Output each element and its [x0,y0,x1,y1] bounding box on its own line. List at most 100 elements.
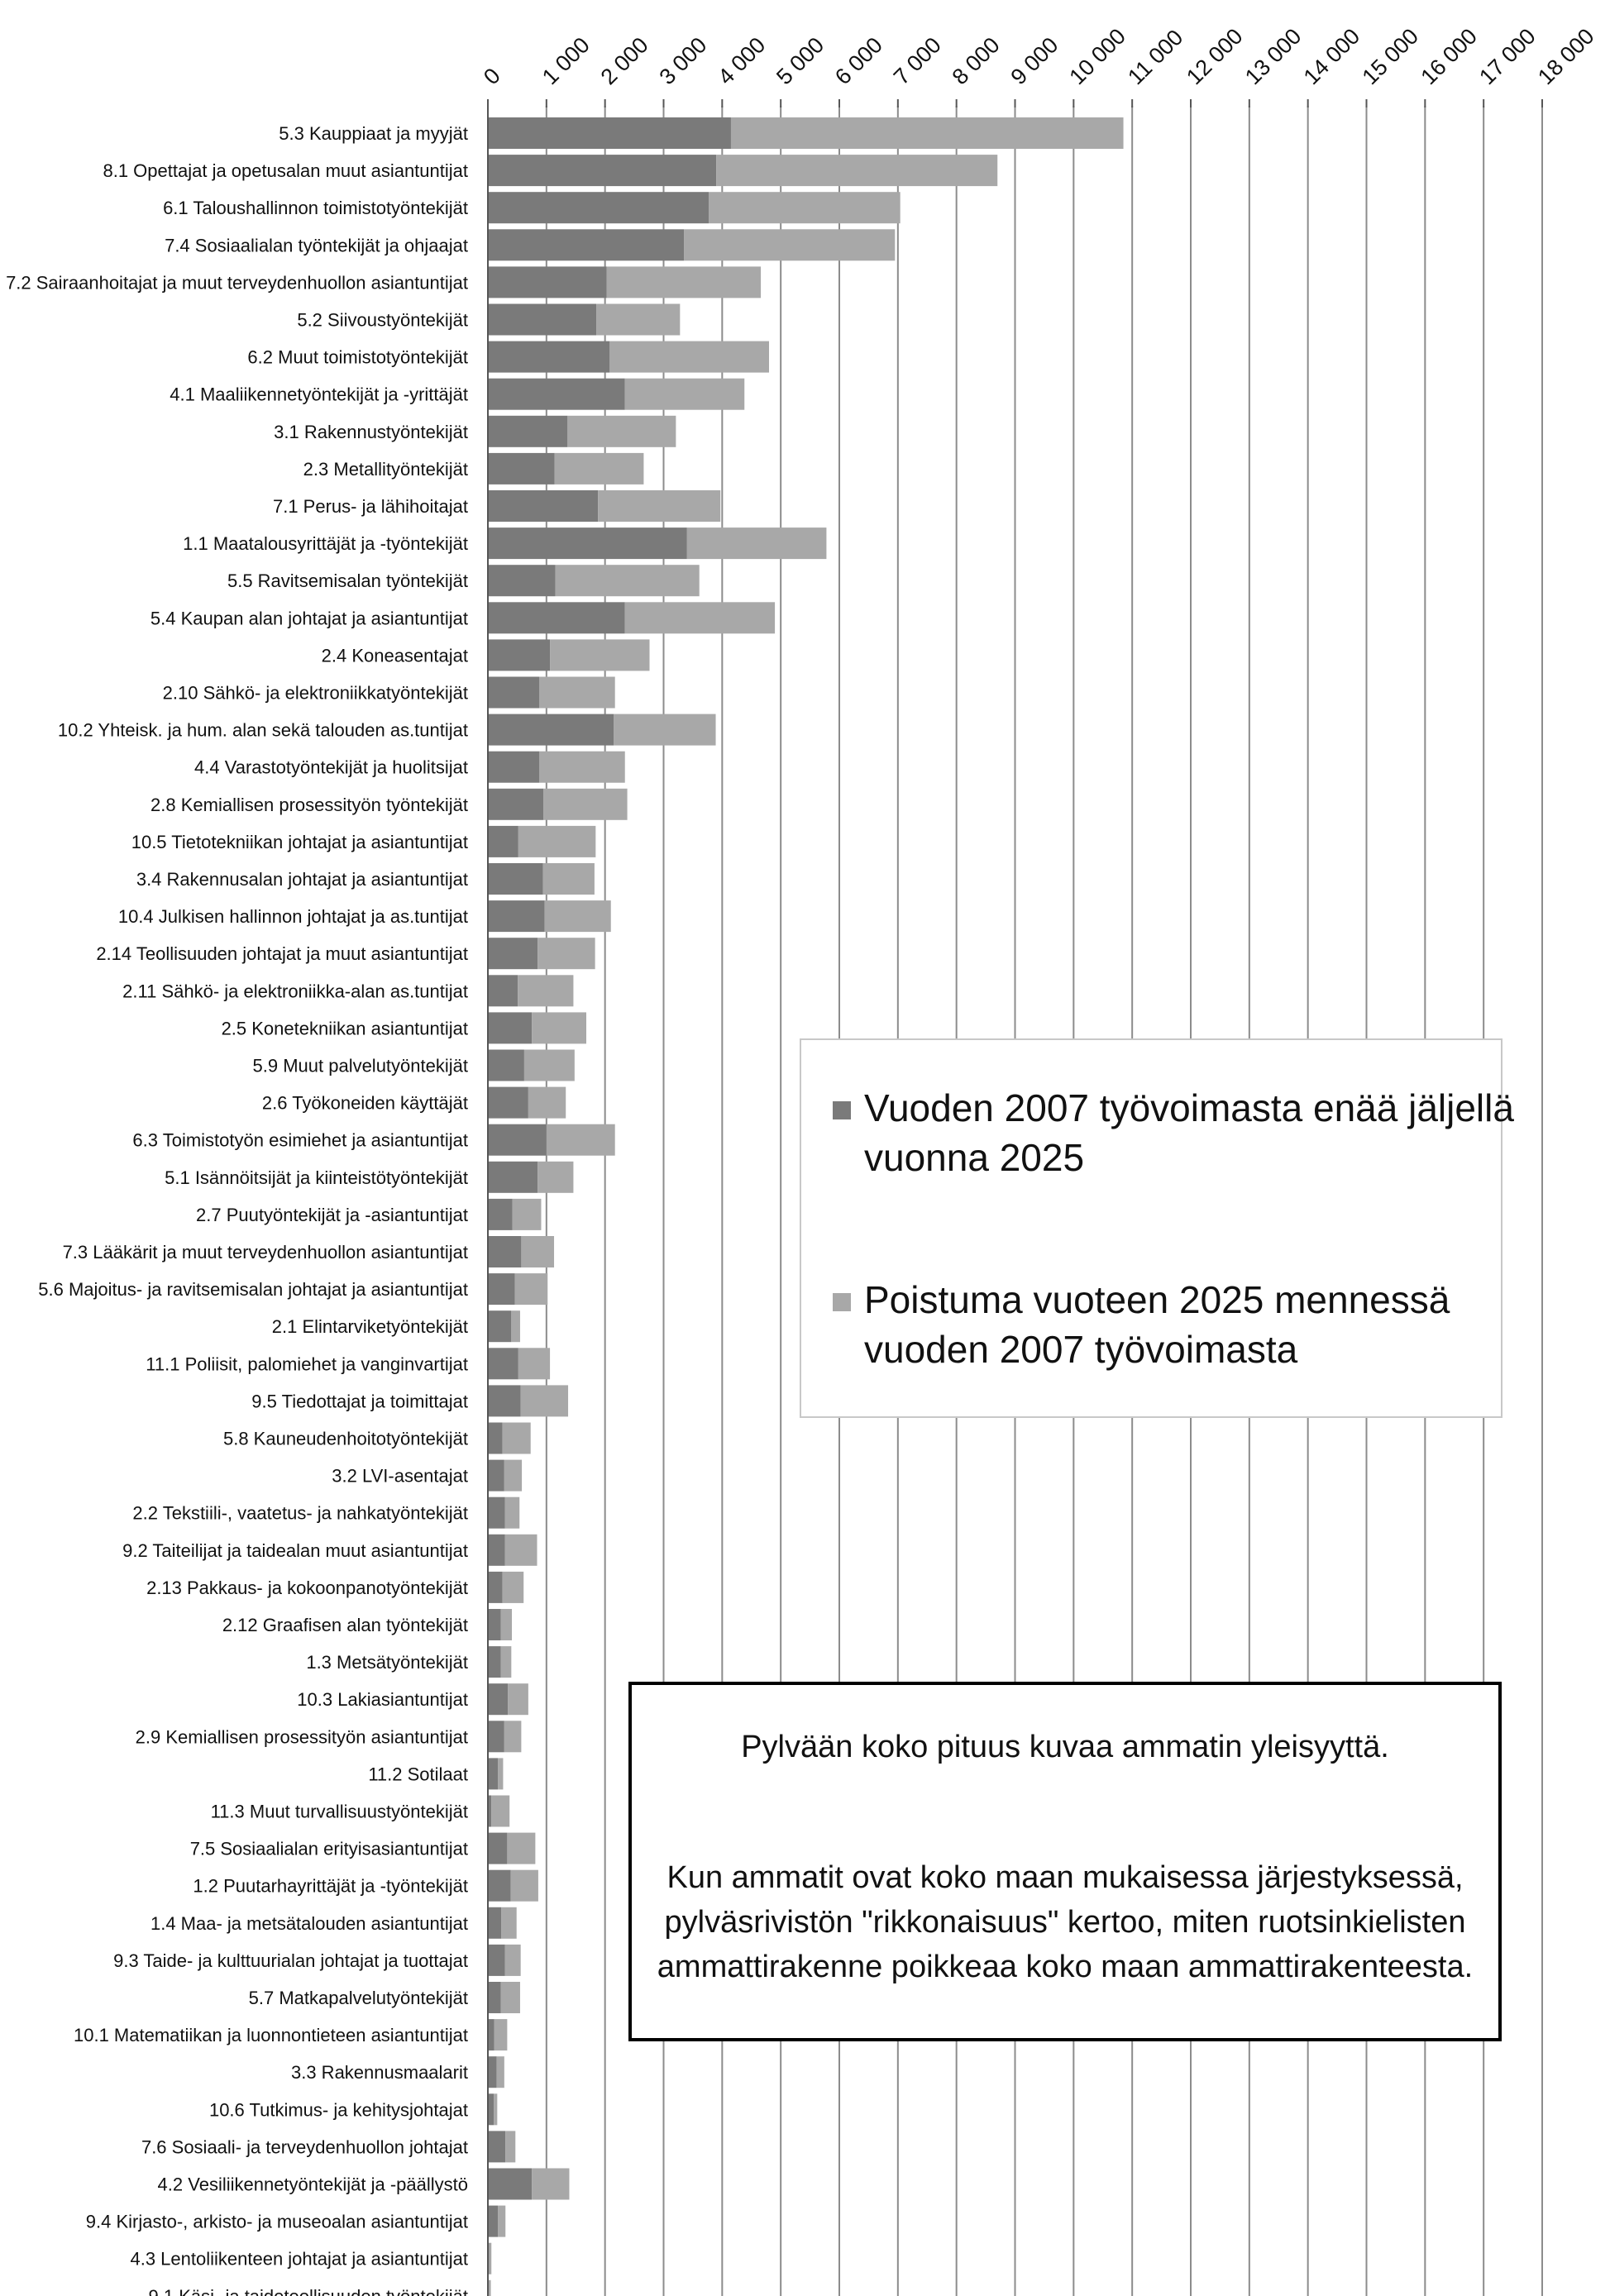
category-label: 2.2 Tekstiili-, vaatetus- ja nahkatyönte… [132,1503,468,1524]
note-line-2: Kun ammatit ovat koko maan mukaisessa jä… [657,1860,1474,1984]
bar-departure [518,975,574,1007]
bar-departure [514,1273,548,1306]
bar-departure [567,415,676,447]
x-tick-label: 0 [479,63,505,89]
bar-remaining [488,1273,515,1306]
bar-departure [498,1758,504,1790]
category-label: 2.5 Konetekniikan asiantuntijat [222,1018,468,1038]
category-label: 1.3 Metsätyöntekijät [306,1652,468,1673]
bar-departure [598,490,721,522]
category-label: 7.4 Sosiaalialan työntekijät ja ohjaajat [165,235,468,255]
category-label: 2.1 Elintarviketyöntekijät [272,1316,468,1337]
category-label: 2.7 Puutyöntekijät ja -asiantuntijat [196,1205,468,1225]
bar-departure [494,2093,498,2126]
category-label: 2.13 Pakkaus- ja kokoonpanotyöntekijät [146,1578,468,1598]
bar-remaining [488,639,551,671]
bar-departure [555,565,700,597]
category-label: 9.5 Tiedottajat ja toimittajat [251,1391,468,1411]
x-tick-label: 17 000 [1474,24,1541,90]
bar-departure [543,788,628,820]
category-label: 4.1 Maaliikennetyöntekijät ja -yrittäjät [170,384,468,405]
x-tick-label: 11 000 [1123,25,1187,89]
bar-departure [624,378,745,410]
bar-departure [500,1646,512,1678]
bar-remaining [488,1049,524,1081]
bar-departure [498,2205,506,2237]
bar-remaining [488,1012,533,1044]
bar-remaining [488,938,538,970]
bar-remaining [488,266,607,298]
category-label: 1.1 Maatalousyrittäjät ja -työntekijät [183,533,468,554]
category-label: 1.2 Puutarhayrittäjät ja -työntekijät [193,1876,468,1897]
bar-departure [494,2019,508,2051]
bar-remaining [488,192,709,224]
bar-departure [532,1012,586,1044]
bar-departure [511,1310,520,1343]
bar-departure [504,1496,520,1529]
bar-remaining [488,676,540,709]
bar-remaining [488,1385,521,1417]
bar-remaining [488,2131,506,2163]
category-label: 5.8 Kauneudenhoitotyöntekijät [223,1429,468,1449]
category-label: 9.2 Taiteilijat ja taidealan muut asiant… [122,1540,468,1561]
x-axis-ticks: 0 1 000 2 000 3 000 4 000 5 000 6 000 7 000 8 00… [479,24,1599,107]
bar-departure [518,825,596,857]
bar-departure [502,1571,524,1603]
category-label: 2.6 Työkoneiden käyttäjät [262,1093,468,1114]
bar-remaining [488,1609,501,1640]
bar-departure [520,1385,569,1417]
category-label: 9.1 Käsi- ja taideteollisuuden työntekij… [149,2286,468,2296]
x-tick-label: 10 000 [1064,24,1130,90]
bar-departure [532,2168,570,2200]
bar-departure [546,1124,615,1156]
category-label: 8.1 Opettajat ja opetusalan muut asiantu… [103,160,468,181]
bar-remaining [488,490,599,522]
category-label: 7.3 Lääkärit ja muut terveydenhuollon as… [63,1242,468,1263]
category-labels: 5.3 Kauppiaat ja myyjät 8.1 Opettajat ja … [6,123,468,2296]
category-label: 3.2 LVI-asentajat [332,1466,468,1487]
bar-departure [550,639,650,671]
x-tick-label: 3 000 [655,32,712,89]
bar-departure [523,1049,575,1081]
category-label: 10.3 Lakiasiantuntijat [297,1689,468,1710]
x-tick-label: 12 000 [1182,24,1248,90]
category-label: 5.7 Matkapalvelutyöntekijät [249,1988,468,2008]
category-label: 11.1 Poliisit, palomiehet ja vanginvarti… [146,1353,468,1374]
bar-departure [501,1907,517,1939]
category-label: 5.2 Siivoustyöntekijät [297,310,468,331]
category-label: 4.3 Lentoliikenteen johtajat ja asiantun… [130,2249,468,2270]
bar-remaining [488,1832,508,1864]
note-box: Pylvään koko pituus kuvaa ammatin yleisy… [628,1682,1502,2041]
bar-departure [508,1683,528,1716]
bar-remaining [488,1496,505,1529]
bar-remaining [488,602,625,634]
bar-remaining [488,1348,518,1380]
bar-remaining [488,155,717,187]
category-label: 6.1 Taloushallinnon toimistotyöntekijät [163,198,468,218]
x-tick-label: 14 000 [1299,24,1365,90]
legend: Vuoden 2007 työvoimasta enää jäljellä vu… [800,1038,1514,1418]
category-label: 2.3 Metallityöntekijät [303,459,468,480]
category-label: 10.4 Julkisen hallinnon johtajat ja as.t… [118,906,468,927]
category-label: 4.4 Varastotyöntekijät ja huolitsijat [194,757,468,778]
category-label: 9.3 Taide- ja kulttuurialan johtajat ja … [113,1950,468,1971]
bar-remaining [488,975,518,1007]
bar-remaining [488,2056,497,2088]
bar-remaining [488,229,685,261]
legend-label-remaining: Vuoden 2007 työvoimasta enää jäljellä vu… [864,1086,1514,1179]
category-label: 3.3 Rakennusmaalarit [291,2062,468,2083]
category-label: 2.10 Sähkö- ja elektroniikkatyöntekijät [163,683,468,704]
bar-remaining [488,1571,503,1603]
bar-departure [489,2242,492,2275]
bar-departure [624,602,776,634]
legend-label-departure: Poistuma vuoteen 2025 mennessä vuoden 20… [864,1278,1450,1371]
x-tick-label: 18 000 [1533,24,1599,90]
category-label: 10.2 Yhteisk. ja hum. alan sekä talouden… [58,720,468,741]
x-tick-label: 15 000 [1358,24,1424,90]
bar-remaining [488,527,687,560]
category-label: 3.4 Rakennusalan johtajat ja asiantuntij… [136,869,468,890]
category-label: 2.11 Sähkö- ja elektroniikka-alan as.tun… [122,981,468,1001]
bar-remaining [488,2019,494,2051]
category-label: 10.5 Tietotekniikan johtajat ja asiantun… [131,832,468,852]
x-tick-label: 5 000 [772,32,829,89]
